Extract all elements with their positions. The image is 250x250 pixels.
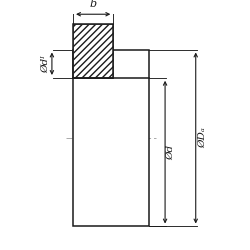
Text: b: b	[90, 0, 97, 9]
Text: Ødᴵ: Ødᴵ	[42, 55, 50, 72]
Bar	[73, 50, 148, 226]
Bar	[73, 24, 113, 78]
Bar	[73, 24, 113, 78]
Text: Ød: Ød	[166, 144, 175, 160]
Text: ØDₐ: ØDₐ	[198, 128, 207, 148]
